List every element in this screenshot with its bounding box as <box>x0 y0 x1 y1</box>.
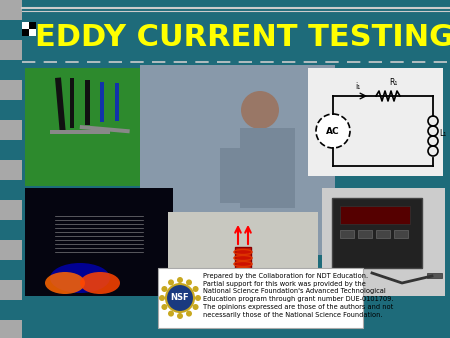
Bar <box>183 287 303 307</box>
Bar <box>22 29 29 36</box>
Circle shape <box>168 311 174 317</box>
Bar <box>168 212 318 322</box>
Bar <box>29 22 36 29</box>
Circle shape <box>186 280 192 285</box>
Bar <box>340 206 410 224</box>
Ellipse shape <box>241 91 279 129</box>
Bar <box>29 29 36 36</box>
Circle shape <box>162 286 167 292</box>
Bar <box>55 77 66 133</box>
Bar <box>22 22 29 29</box>
Bar <box>0 40 22 60</box>
Bar <box>0 160 22 180</box>
Bar <box>240 128 295 208</box>
Circle shape <box>177 277 183 283</box>
Circle shape <box>168 280 174 285</box>
Ellipse shape <box>45 272 85 294</box>
Text: NSF: NSF <box>171 293 189 303</box>
Text: R₁: R₁ <box>389 78 397 87</box>
Text: AC: AC <box>326 126 340 136</box>
Bar <box>308 68 443 176</box>
Circle shape <box>159 295 165 301</box>
Bar <box>0 200 22 220</box>
Bar <box>50 130 110 134</box>
Bar <box>340 230 354 238</box>
Bar <box>0 100 22 120</box>
Bar <box>427 273 442 278</box>
Bar <box>80 125 130 134</box>
Bar <box>0 280 22 300</box>
Circle shape <box>193 286 198 292</box>
Bar <box>235 247 251 282</box>
Circle shape <box>186 311 192 317</box>
Bar <box>376 230 390 238</box>
Bar <box>85 80 90 125</box>
Text: L₁: L₁ <box>439 128 446 138</box>
Text: Prepared by the Collaboration for NDT Education.
Partial support for this work w: Prepared by the Collaboration for NDT Ed… <box>203 273 393 318</box>
Ellipse shape <box>80 272 120 294</box>
Bar <box>115 83 119 121</box>
Bar <box>0 120 22 140</box>
Circle shape <box>177 313 183 319</box>
Bar <box>0 20 22 40</box>
Text: i₁: i₁ <box>356 82 360 91</box>
Bar <box>394 230 408 238</box>
Circle shape <box>162 304 167 310</box>
Bar <box>0 220 22 240</box>
Ellipse shape <box>50 263 110 293</box>
Bar <box>358 230 372 238</box>
Bar <box>0 80 22 100</box>
Bar <box>0 60 22 80</box>
Circle shape <box>166 284 194 312</box>
Bar <box>140 65 335 255</box>
Bar <box>0 260 22 280</box>
Circle shape <box>316 114 350 148</box>
Bar <box>0 300 22 320</box>
Bar <box>70 78 74 128</box>
Bar <box>0 0 22 20</box>
Bar <box>0 320 22 338</box>
Circle shape <box>193 304 198 310</box>
Circle shape <box>195 295 201 301</box>
Bar <box>158 268 363 328</box>
Bar <box>332 198 422 268</box>
Bar <box>0 240 22 260</box>
Text: EDDY CURRENT TESTING: EDDY CURRENT TESTING <box>36 24 450 52</box>
Bar <box>100 82 104 122</box>
Bar <box>0 140 22 160</box>
Bar <box>25 68 173 186</box>
Bar <box>0 180 22 200</box>
Bar <box>25 188 173 296</box>
Bar <box>220 148 260 203</box>
Bar <box>322 188 445 296</box>
